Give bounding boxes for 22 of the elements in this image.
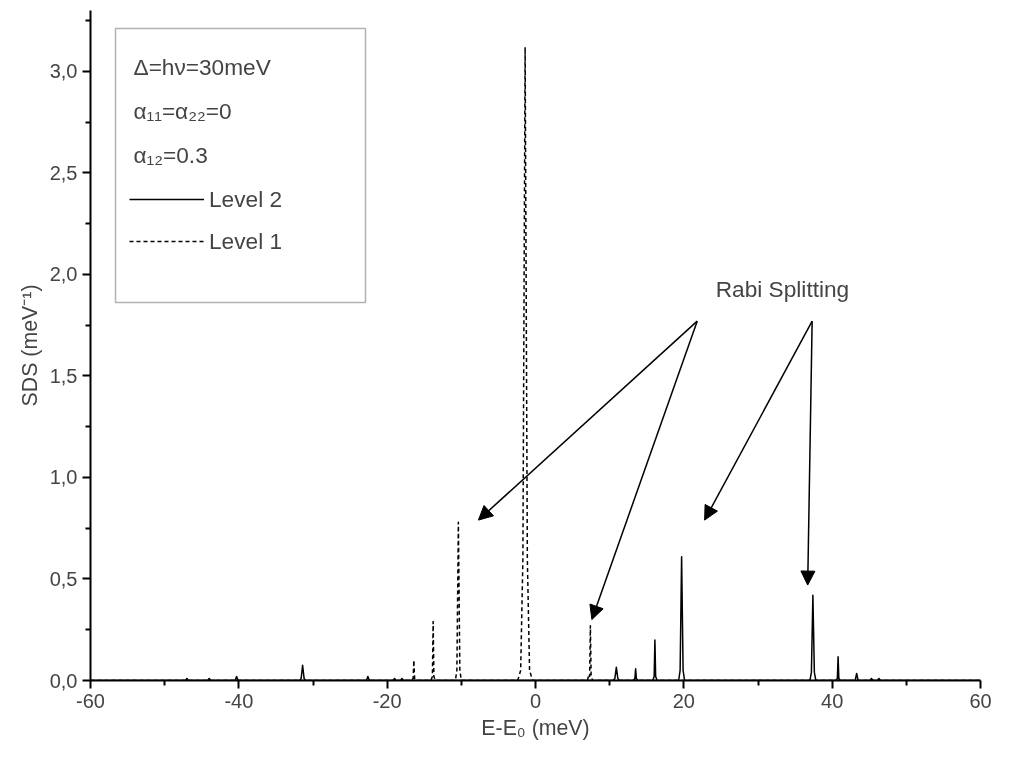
x-axis-title: E-E₀ (meV) xyxy=(481,715,590,740)
x-tick-label: -60 xyxy=(76,689,105,712)
y-tick-label: 1,0 xyxy=(49,466,78,489)
y-tick-label: 1,5 xyxy=(49,364,78,387)
annotation: Δ=hν=30meV xyxy=(133,53,272,80)
y-axis-title: SDS (meV⁻¹) xyxy=(17,284,42,407)
x-tick-label: 20 xyxy=(672,689,695,712)
legend-label: Level 2 xyxy=(209,184,283,214)
annotation: Rabi Splitting xyxy=(715,275,850,302)
y-tick-label: 2,5 xyxy=(49,161,78,184)
annotation: α₁₁=α₂₂=0 xyxy=(133,97,232,124)
y-tick-label: 3,0 xyxy=(49,60,78,83)
x-tick-label: 0 xyxy=(529,689,542,712)
annotation: α₁₂=0.3 xyxy=(133,141,208,168)
x-tick-label: -20 xyxy=(372,689,402,712)
legend-label: Level 1 xyxy=(209,226,283,256)
x-tick-label: 60 xyxy=(969,689,992,712)
y-tick-label: 0,0 xyxy=(49,669,78,692)
x-tick-label: -40 xyxy=(224,689,254,712)
y-tick-label: 2,0 xyxy=(49,263,78,286)
y-tick-label: 0,5 xyxy=(49,567,78,590)
x-tick-label: 40 xyxy=(821,689,844,712)
